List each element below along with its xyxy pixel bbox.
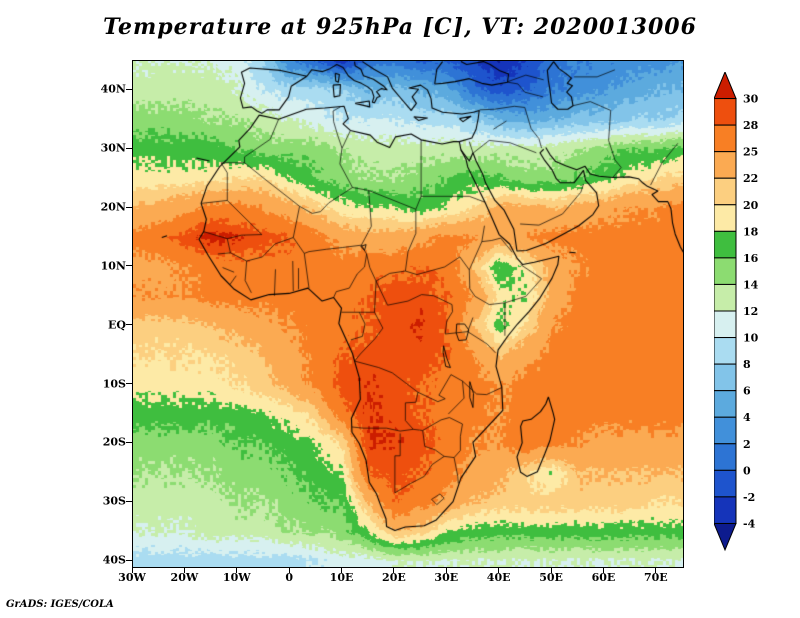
colorbar-segment <box>713 151 737 179</box>
colorbar-segment <box>713 416 737 445</box>
y-axis-tick-label: 10N <box>100 259 126 273</box>
colorbar-arrow-hot <box>713 70 737 100</box>
colorbar-label: 28 <box>743 119 759 132</box>
colorbar-segment <box>713 98 737 126</box>
y-axis-tick <box>126 324 132 326</box>
x-axis-tick <box>341 568 343 573</box>
x-axis-tick-label: 10W <box>222 571 251 584</box>
colorbar: 30 28 25 22 20 18 16 14 12 10 8 6 4 2 0 -2 -4 <box>713 70 780 562</box>
colorbar-label: 18 <box>743 225 759 238</box>
x-axis-tick <box>602 568 604 573</box>
colorbar-segment <box>713 204 737 232</box>
x-axis-tick <box>498 568 500 573</box>
colorbar-segment <box>713 390 737 418</box>
x-axis-tick <box>288 568 290 573</box>
x-axis-tick-label: 0 <box>285 571 293 584</box>
y-axis-tick-label: 30S <box>102 494 126 508</box>
x-axis-tick <box>393 568 395 573</box>
y-axis-tick-label: 40S <box>102 553 126 567</box>
colorbar-label: 14 <box>743 278 759 291</box>
x-axis-tick <box>236 568 238 573</box>
colorbar-label: 0 <box>743 464 751 477</box>
temperature-field-canvas <box>133 61 683 567</box>
colorbar-label: 6 <box>743 385 751 398</box>
x-axis-tick-label: 70E <box>643 571 668 584</box>
colorbar-label: -2 <box>743 491 755 504</box>
map-plot-area <box>132 60 684 568</box>
colorbar-segment <box>713 230 737 259</box>
x-axis-tick-label: 10E <box>329 571 354 584</box>
colorbar-segment <box>713 496 737 524</box>
colorbar-label: 10 <box>743 332 759 345</box>
x-axis-tick-label: 50E <box>539 571 563 584</box>
y-axis-tick <box>126 265 132 267</box>
x-axis-tick-label: 40E <box>486 571 511 584</box>
x-axis-tick-label: 30E <box>434 571 459 584</box>
y-axis-tick <box>126 383 132 385</box>
colorbar-segment <box>713 469 737 498</box>
colorbar-segment <box>713 310 737 339</box>
colorbar-label: 8 <box>743 358 751 371</box>
colorbar-segment <box>713 283 737 312</box>
y-axis-tick-label: 30N <box>100 141 126 155</box>
x-axis-tick <box>550 568 552 573</box>
colorbar-label: 25 <box>743 146 758 159</box>
colorbar-segment <box>713 443 737 471</box>
colorbar-label: 16 <box>743 252 759 265</box>
colorbar-label: 20 <box>743 199 759 212</box>
colorbar-label: -4 <box>743 517 756 530</box>
y-axis-tick <box>126 88 132 90</box>
x-axis-tick <box>445 568 447 573</box>
y-axis-tick <box>126 206 132 208</box>
colorbar-label: 2 <box>743 438 751 451</box>
x-axis-tick <box>183 568 185 573</box>
colorbar-arrow-cold <box>713 522 737 552</box>
x-axis-tick-label: 60E <box>591 571 616 584</box>
colorbar-label: 22 <box>743 172 758 185</box>
y-axis-tick <box>126 147 132 149</box>
x-axis-tick-label: 20W <box>170 571 199 584</box>
x-axis-tick <box>655 568 657 573</box>
grads-credit: GrADS: IGES/COLA <box>6 599 114 610</box>
colorbar-label: 30 <box>743 93 759 106</box>
colorbar-segment <box>713 257 737 285</box>
y-axis-tick-label: 20N <box>100 200 126 214</box>
chart-title: Temperature at 925hPa [C], VT: 202001300… <box>103 14 697 40</box>
y-axis-tick <box>126 500 132 502</box>
x-axis-tick <box>131 568 133 573</box>
y-axis-tick-label: 10S <box>102 377 126 391</box>
y-axis-tick <box>126 441 132 443</box>
y-axis-tick-label: 20S <box>102 435 126 449</box>
y-axis-tick <box>126 559 132 561</box>
colorbar-label: 4 <box>743 411 751 424</box>
y-axis-tick-label: EQ <box>108 318 126 332</box>
colorbar-segment <box>713 363 737 392</box>
colorbar-segment <box>713 124 737 153</box>
x-axis-tick-label: 30W <box>118 571 146 584</box>
colorbar-segment <box>713 177 737 206</box>
y-axis-tick-label: 40N <box>100 82 126 96</box>
colorbar-label: 12 <box>743 305 758 318</box>
x-axis-tick-label: 20E <box>382 571 406 584</box>
colorbar-segment <box>713 337 737 365</box>
